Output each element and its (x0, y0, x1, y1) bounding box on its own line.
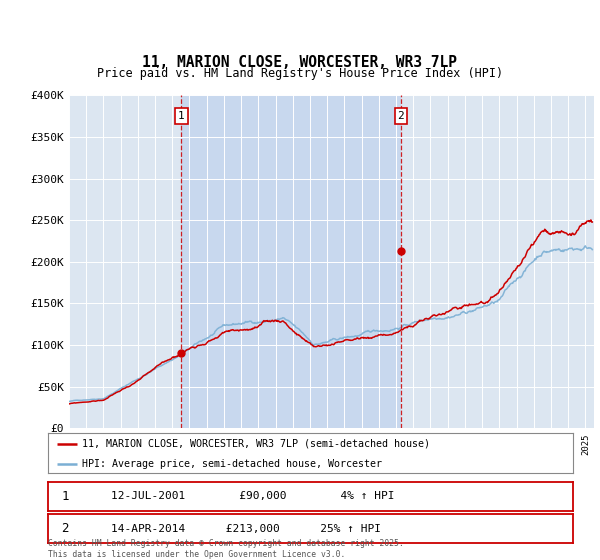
Text: 11, MARION CLOSE, WORCESTER, WR3 7LP (semi-detached house): 11, MARION CLOSE, WORCESTER, WR3 7LP (se… (82, 439, 430, 449)
Text: 2: 2 (61, 522, 68, 535)
Text: 11, MARION CLOSE, WORCESTER, WR3 7LP: 11, MARION CLOSE, WORCESTER, WR3 7LP (143, 55, 458, 70)
Text: 1: 1 (178, 111, 185, 121)
Text: 2: 2 (397, 111, 404, 121)
Text: Contains HM Land Registry data © Crown copyright and database right 2025.
This d: Contains HM Land Registry data © Crown c… (48, 539, 404, 559)
Text: 14-APR-2014      £213,000      25% ↑ HPI: 14-APR-2014 £213,000 25% ↑ HPI (111, 524, 381, 534)
Text: HPI: Average price, semi-detached house, Worcester: HPI: Average price, semi-detached house,… (82, 459, 382, 469)
Bar (181, 95, 401, 428)
Text: 1: 1 (61, 489, 68, 503)
Text: Price paid vs. HM Land Registry's House Price Index (HPI): Price paid vs. HM Land Registry's House … (97, 67, 503, 80)
Text: 12-JUL-2001        £90,000        4% ↑ HPI: 12-JUL-2001 £90,000 4% ↑ HPI (111, 491, 395, 501)
